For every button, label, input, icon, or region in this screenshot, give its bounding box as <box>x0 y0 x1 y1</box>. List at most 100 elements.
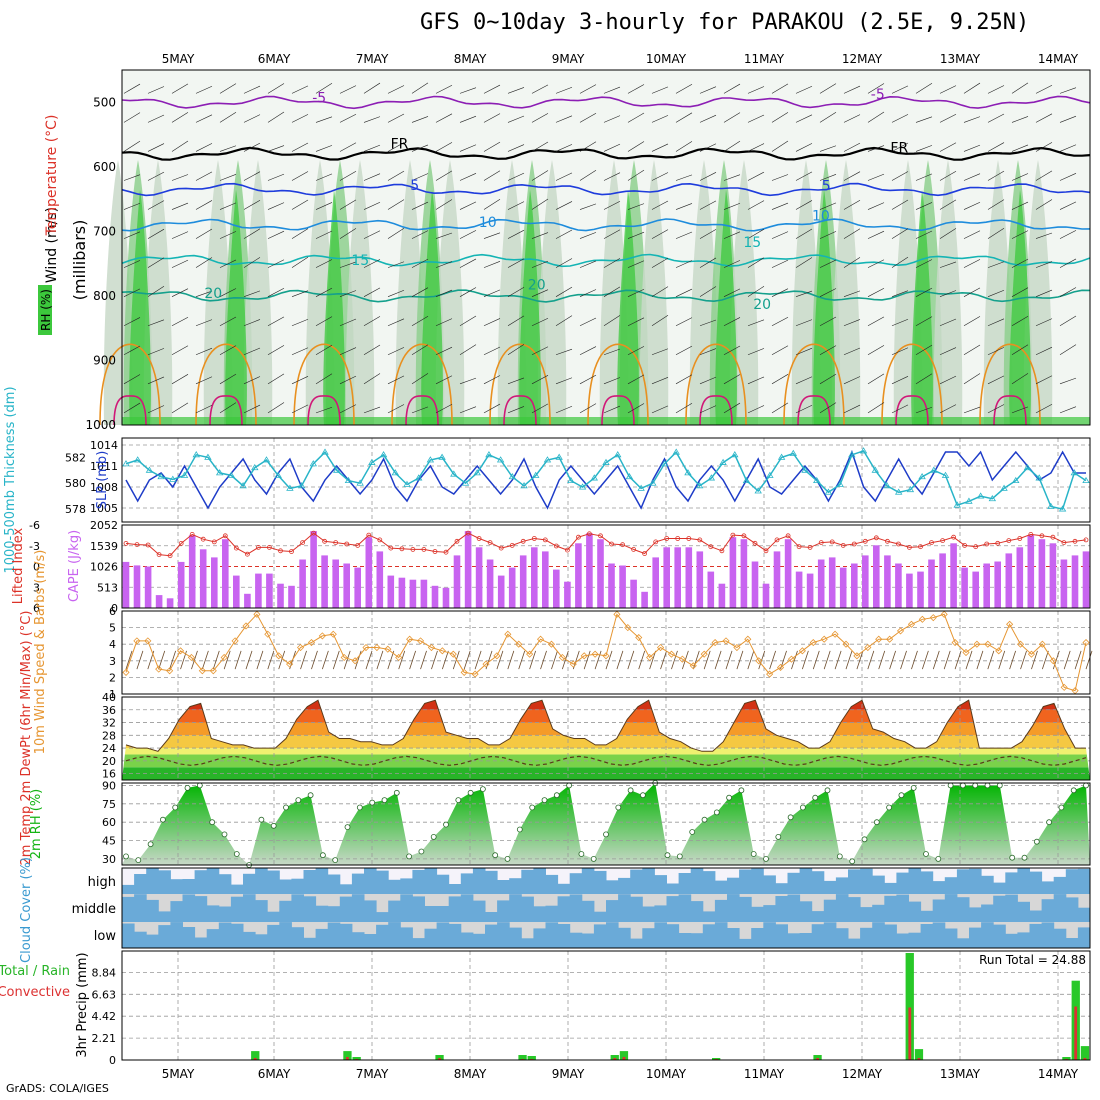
isotherm-label: -5 <box>871 87 885 103</box>
cloud-cell <box>981 922 994 948</box>
wind-barb <box>771 140 789 152</box>
thickness-point <box>1058 505 1067 512</box>
wind-barb <box>771 288 789 297</box>
wind-barb <box>795 319 813 327</box>
cloud-cell <box>932 922 946 948</box>
temp2m-tick-label: 16 <box>102 768 116 781</box>
thickness-point <box>344 476 353 484</box>
wind10m-line <box>125 613 1087 692</box>
cape-bar <box>652 557 659 608</box>
wind10m-barb <box>136 650 144 670</box>
wind-barb <box>1011 287 1029 297</box>
precip-total-bar <box>905 953 914 1060</box>
wind-barb <box>315 259 333 268</box>
top-date-label: 7MAY <box>356 52 389 66</box>
wind-barb <box>579 260 597 268</box>
rh2m-point <box>763 856 769 862</box>
wind10m-point <box>242 622 250 630</box>
wind-barb <box>435 375 453 385</box>
rh2m-point <box>812 794 819 801</box>
wind-barb <box>243 114 261 123</box>
cloud-cell <box>327 874 341 894</box>
wind10m-barb <box>889 650 897 670</box>
wind-barb <box>483 346 501 356</box>
precip-conv-bar <box>438 1058 441 1060</box>
rh2m-point <box>504 856 511 862</box>
wind10m-point <box>875 635 883 643</box>
wind-barb <box>1059 230 1077 239</box>
wind-barb <box>483 403 501 414</box>
pressure-tick-label: 900 <box>93 353 116 367</box>
wind-barb <box>435 403 453 414</box>
li-point <box>631 547 636 552</box>
cloud-cell <box>1005 933 1018 948</box>
precip-conv-bar <box>1074 1006 1078 1060</box>
wind10m-point <box>678 655 686 663</box>
thickness-point <box>976 492 985 499</box>
wind-barb <box>675 317 693 326</box>
wind-barb <box>603 143 621 152</box>
wind-barb <box>651 377 669 385</box>
rh2m-point <box>972 782 979 789</box>
wind10m-barb <box>420 650 427 670</box>
wind10m-point <box>700 650 708 658</box>
cloud-cell <box>666 883 680 894</box>
cape-bar <box>884 555 891 608</box>
cloud-cell <box>472 933 486 948</box>
cloud-cell <box>690 868 704 894</box>
thickness-point <box>321 448 329 455</box>
cloud-frame <box>121 867 1091 949</box>
rh2m-point <box>1083 782 1089 789</box>
wind-barb <box>507 87 525 94</box>
wind-barb <box>435 199 453 210</box>
thickness-point <box>368 458 376 465</box>
wind-barb <box>699 114 717 123</box>
rh2m-point <box>861 836 868 843</box>
wind10m-point <box>416 637 425 645</box>
cloud-cell <box>678 894 692 922</box>
cape-bar <box>972 571 979 608</box>
wind-barb <box>531 375 549 385</box>
wind-barb <box>435 142 453 152</box>
rh2m-point <box>1021 854 1028 861</box>
wind-barb <box>123 345 141 356</box>
wind-barb <box>987 85 1005 94</box>
wind-barb <box>531 232 549 239</box>
rh2m-point <box>676 853 683 860</box>
rh-moist-core <box>715 190 737 425</box>
cloud-cell <box>545 874 559 894</box>
isotherm-25-lobe <box>293 343 355 426</box>
cloud-cell <box>1053 894 1067 922</box>
axis-label-wind10m: 10m Wind Speed & Barbs (m/s) <box>33 550 48 755</box>
wind10m-barb <box>212 650 220 670</box>
cloud-cell <box>364 934 377 948</box>
cloud-cell <box>811 871 825 894</box>
wind10m-point <box>558 653 566 662</box>
precip-total-bar <box>813 1055 822 1060</box>
cape-tick-label: 0 <box>111 602 118 615</box>
cloud-cell <box>569 894 583 922</box>
axis-label-precip: 3hr Precip (mm) <box>75 952 90 1057</box>
wind-barb <box>195 257 213 268</box>
cloud-cell <box>593 870 607 894</box>
cloud-cell <box>678 933 692 948</box>
precip-total-bar <box>914 1049 924 1060</box>
wind-barb <box>435 261 453 268</box>
cloud-cell <box>993 882 1006 894</box>
top-date-label: 8MAY <box>454 52 487 66</box>
wind-barb <box>915 259 933 268</box>
wind10m-point <box>711 638 719 647</box>
wind-barb <box>459 287 477 297</box>
li-point <box>565 547 570 553</box>
isotherm-label: 10 <box>479 215 497 231</box>
thickness-point <box>883 482 891 489</box>
wind-barb <box>603 229 621 239</box>
rh-moist-core <box>323 190 345 425</box>
cloud-cell <box>134 931 147 948</box>
cloud-cell <box>267 870 280 894</box>
wind-barb <box>579 84 597 94</box>
rh2m-point <box>923 851 929 857</box>
temp-band <box>122 748 1090 755</box>
cloud-cell <box>956 897 970 922</box>
wind10m-point <box>635 633 643 642</box>
